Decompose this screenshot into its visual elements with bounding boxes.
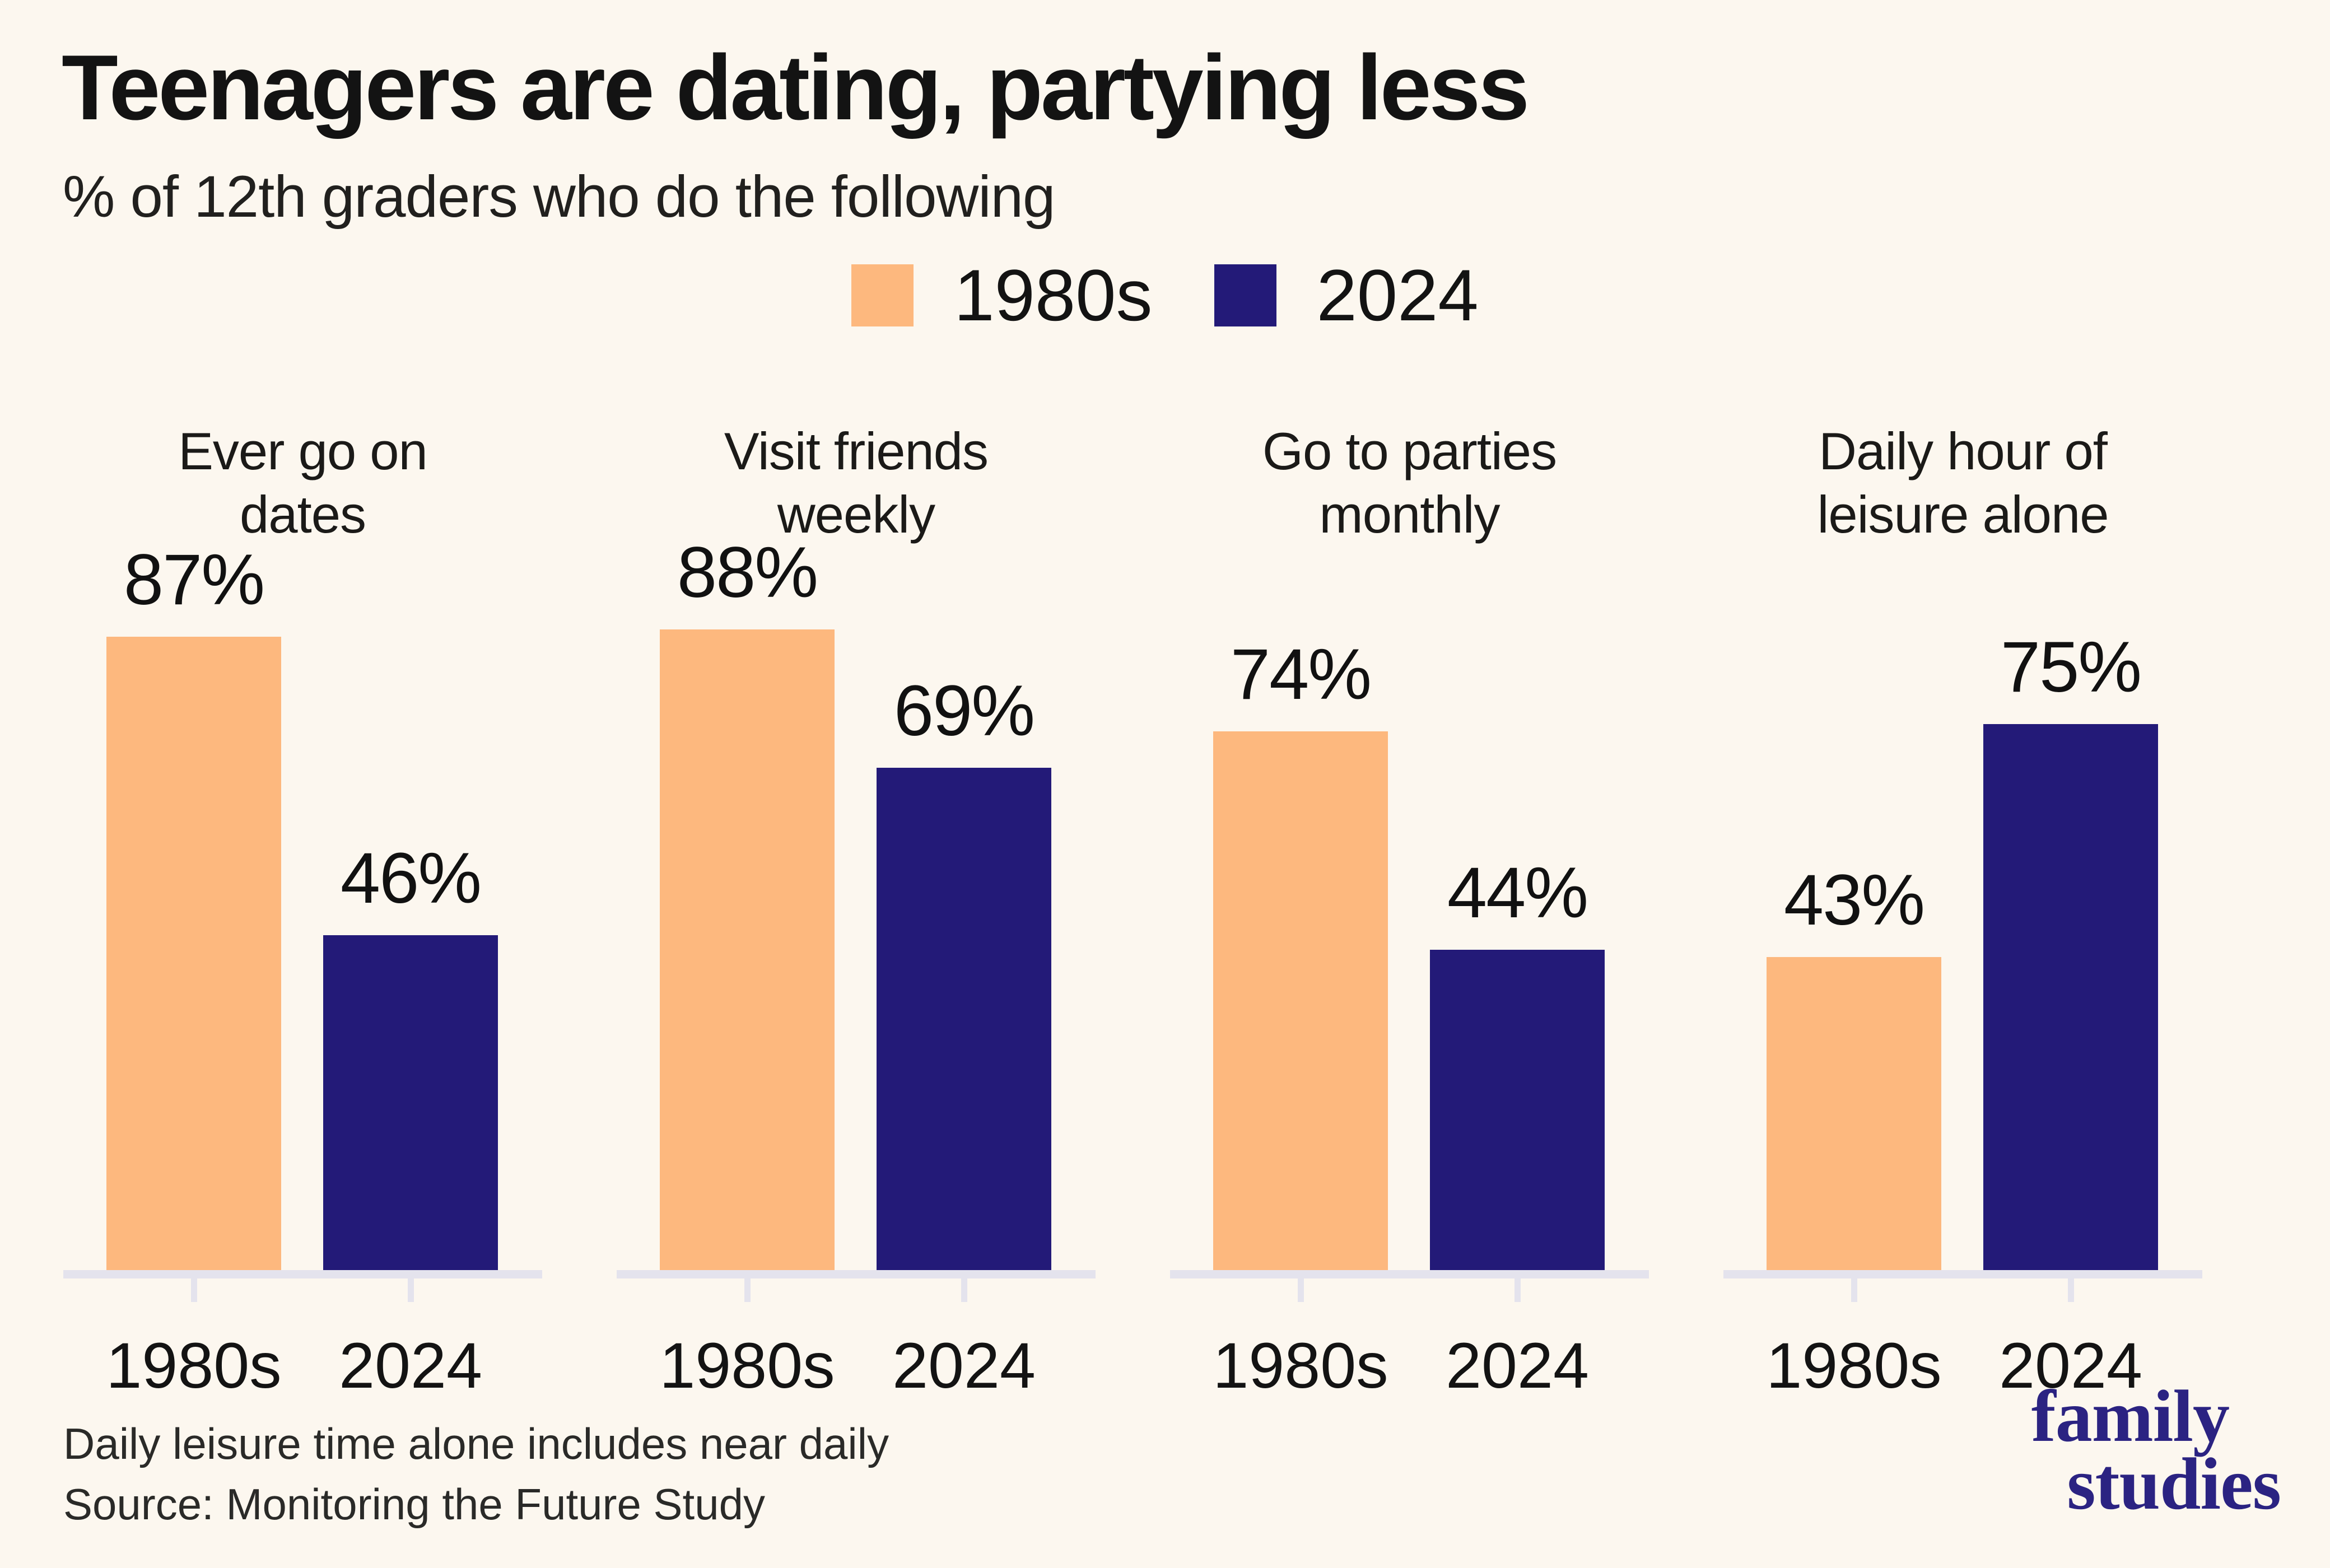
value-label-1980s: 74% (1230, 634, 1372, 715)
panel-title: Daily hour of leisure alone (1817, 422, 2109, 544)
logo-line-studies: studies (2067, 1443, 2281, 1525)
axis-tick-2024 (408, 1278, 414, 1302)
axis-tick-2024 (2068, 1278, 2074, 1302)
page-subtitle: % of 12th graders who do the following (63, 164, 1055, 230)
legend-swatch-1980s (851, 264, 914, 326)
bar-1980s (660, 629, 835, 1270)
chart-panel: Visit friends weekly 88% 69% 1980s 2024 (617, 420, 1096, 1402)
panel-plot: 88% 69% (617, 533, 1096, 1270)
legend-item-2024: 2024 (1214, 259, 1479, 332)
panel-plot: 74% 44% (1170, 548, 1649, 1270)
chart-panel: Daily hour of leisure alone 43% 75% 1980… (1723, 420, 2202, 1402)
axis-tick-1980s (1851, 1278, 1857, 1302)
axis-baseline (1170, 1270, 1649, 1278)
bar-1980s (1213, 731, 1388, 1270)
footnote-source: Source: Monitoring the Future Study (63, 1479, 765, 1529)
family-studies-logo: family studies (2031, 1375, 2281, 1525)
x-label-1980s: 1980s (106, 1330, 282, 1402)
page-title: Teenagers are dating, partying less (62, 36, 1530, 139)
axis-tick-1980s (744, 1278, 751, 1302)
panel-title: Visit friends weekly (724, 422, 989, 544)
panel-axis: 1980s 2024 (617, 1270, 1096, 1402)
legend-item-1980s: 1980s (851, 254, 1153, 336)
legend: 1980s 2024 (0, 259, 2330, 332)
panel-axis: 1980s 2024 (63, 1270, 542, 1402)
value-label-2024: 44% (1447, 853, 1588, 933)
panel-axis: 1980s 2024 (1170, 1270, 1649, 1402)
footnote-note: Daily leisure time alone includes near d… (63, 1419, 889, 1468)
footnote: Daily leisure time alone includes near d… (63, 1414, 889, 1534)
panel-title: Ever go on dates (178, 422, 428, 544)
value-label-1980s: 87% (123, 540, 265, 620)
chart-panel: Go to parties monthly 74% 44% 1980s 2024 (1170, 420, 1649, 1402)
panel-axis: 1980s 2024 (1723, 1270, 2202, 1402)
panel-plot: 43% 75% (1723, 548, 2202, 1270)
axis-tick-2024 (1514, 1278, 1521, 1302)
x-label-1980s: 1980s (1213, 1330, 1388, 1402)
axis-baseline (63, 1270, 542, 1278)
chart-panel: Ever go on dates 87% 46% 1980s 2024 (63, 420, 542, 1402)
axis-baseline (1723, 1270, 2202, 1278)
legend-label: 2024 (1316, 254, 1479, 336)
value-label-2024: 75% (2000, 627, 2142, 707)
bar-2024 (1983, 724, 2158, 1270)
bar-1980s (106, 637, 281, 1270)
value-label-2024: 46% (340, 838, 482, 918)
charts-row: Ever go on dates 87% 46% 1980s 2024 Visi… (63, 420, 2202, 1402)
axis-tick-1980s (191, 1278, 197, 1302)
x-label-1980s: 1980s (659, 1330, 835, 1402)
logo-line-family: family (2031, 1375, 2230, 1457)
legend-swatch-2024 (1214, 264, 1276, 326)
panel-plot: 87% 46% (63, 540, 542, 1270)
x-label-2024: 2024 (339, 1330, 482, 1402)
bar-2024 (877, 768, 1051, 1270)
value-label-1980s: 43% (1783, 860, 1925, 940)
axis-baseline (617, 1270, 1096, 1278)
x-label-1980s: 1980s (1766, 1330, 1942, 1402)
bar-1980s (1767, 957, 1941, 1270)
x-label-2024: 2024 (1999, 1330, 2142, 1402)
bar-2024 (1430, 950, 1605, 1270)
x-label-2024: 2024 (1446, 1330, 1589, 1402)
x-label-2024: 2024 (892, 1330, 1036, 1402)
value-label-1980s: 88% (677, 533, 818, 613)
panel-title: Go to parties monthly (1262, 422, 1557, 544)
axis-tick-2024 (961, 1278, 967, 1302)
legend-label: 1980s (954, 254, 1153, 336)
value-label-2024: 69% (893, 671, 1035, 751)
bar-2024 (323, 935, 498, 1270)
axis-tick-1980s (1298, 1278, 1304, 1302)
